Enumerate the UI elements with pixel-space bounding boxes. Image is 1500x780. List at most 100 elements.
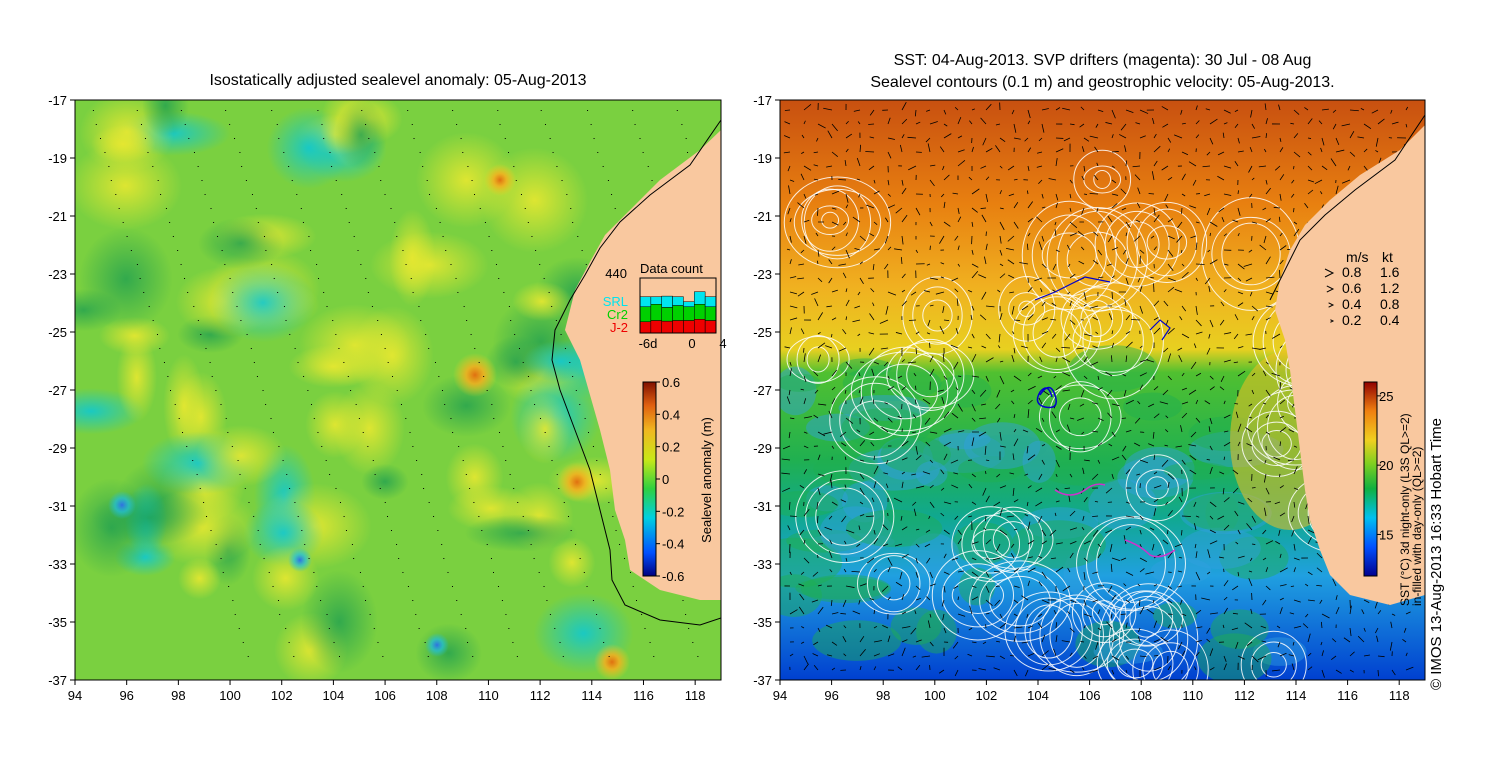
velocity-vector <box>1091 473 1099 480</box>
velocity-vector <box>1024 137 1029 142</box>
velocity-vector <box>885 483 889 489</box>
velocity-vector <box>1053 375 1057 379</box>
velocity-vector <box>1209 540 1218 545</box>
velocity-vector <box>1237 529 1241 535</box>
velocity-vector <box>859 144 862 153</box>
track-point <box>270 418 272 419</box>
velocity-vector <box>1055 622 1057 629</box>
velocity-vector <box>915 485 925 489</box>
track-point <box>615 530 617 531</box>
velocity-vector <box>925 529 931 533</box>
velocity-vector <box>817 342 826 349</box>
x-tick-label: 96 <box>119 688 133 703</box>
velocity-vector <box>831 151 839 158</box>
velocity-vector <box>856 157 861 167</box>
velocity-vector <box>873 361 880 365</box>
velocity-vector <box>1335 669 1342 674</box>
track-point <box>685 614 687 615</box>
sst-patch <box>1152 601 1198 629</box>
velocity-vector <box>1233 361 1239 364</box>
velocity-vector <box>1053 609 1057 615</box>
track-point <box>199 488 201 489</box>
track-point <box>697 656 699 657</box>
sst-patch <box>908 533 960 577</box>
track-point <box>160 194 162 195</box>
track-point <box>225 110 227 111</box>
velocity-vector <box>985 103 992 111</box>
track-point <box>351 544 353 545</box>
track-point <box>544 124 546 125</box>
velocity-vector <box>978 431 987 437</box>
velocity-vector <box>842 636 847 643</box>
velocity-vector <box>971 389 976 395</box>
velocity-vector <box>1137 583 1141 587</box>
anomaly-patch <box>79 227 173 331</box>
velocity-vector <box>1054 512 1057 517</box>
velocity-vector <box>1083 540 1091 545</box>
sealevel-contour <box>1071 582 1137 643</box>
velocity-vector <box>853 109 861 112</box>
velocity-vector <box>1349 151 1356 157</box>
velocity-vector <box>800 571 805 575</box>
sst-patch <box>1210 609 1269 649</box>
velocity-vector <box>901 594 905 601</box>
track-point <box>250 348 252 349</box>
velocity-vector <box>803 445 809 449</box>
velocity-vector <box>859 635 865 643</box>
velocity-vector <box>1349 109 1359 112</box>
track-point <box>220 558 222 559</box>
velocity-vector <box>929 355 934 363</box>
velocity-vector <box>1206 627 1211 634</box>
track-point <box>540 110 542 111</box>
track-point <box>548 446 550 447</box>
velocity-vector <box>1067 403 1071 410</box>
velocity-vector <box>943 627 947 634</box>
anomaly-patch <box>333 381 405 476</box>
velocity-vector <box>817 454 821 461</box>
velocity-vector <box>1167 327 1175 335</box>
x-tick-label: 114 <box>581 688 602 703</box>
sst-patch <box>890 607 942 645</box>
velocity-vector <box>1068 495 1071 503</box>
velocity-vector <box>912 414 917 419</box>
velocity-vector <box>1264 459 1267 464</box>
velocity-vector <box>951 277 959 282</box>
velocity-vector <box>788 501 791 510</box>
velocity-vector <box>866 557 875 564</box>
velocity-vector <box>1167 510 1173 517</box>
velocity-vector <box>1111 109 1116 119</box>
velocity-vector <box>983 527 987 531</box>
sealevel-contour <box>1146 225 1188 260</box>
track-point <box>641 614 643 615</box>
velocity-vector <box>845 299 850 307</box>
velocity-vector <box>895 581 903 587</box>
velocity-vector <box>1234 314 1239 321</box>
velocity-vector <box>1223 233 1227 237</box>
velocity-vector <box>1013 669 1018 677</box>
velocity-vector <box>942 305 945 313</box>
imos-credit: © IMOS 13-Aug-2013 16:33 Hobart Time <box>1428 417 1445 690</box>
speed-legend-kt: 1.6 <box>1380 264 1400 280</box>
velocity-vector <box>1027 217 1033 223</box>
anomaly-patch <box>334 100 388 170</box>
velocity-vector <box>971 417 976 422</box>
velocity-vector <box>1036 165 1043 168</box>
track-point <box>147 152 149 153</box>
velocity-vector <box>844 484 847 489</box>
track-point <box>734 306 735 307</box>
velocity-vector <box>953 361 959 370</box>
track-point <box>335 180 337 181</box>
velocity-vector <box>1069 473 1073 478</box>
sealevel-contour <box>870 363 939 420</box>
track-point <box>232 292 234 293</box>
track-point <box>239 152 241 153</box>
velocity-vector <box>1223 359 1232 363</box>
velocity-vector <box>922 398 931 405</box>
velocity-vector <box>1174 543 1183 548</box>
track-point <box>524 208 526 209</box>
velocity-vector <box>1302 623 1309 629</box>
velocity-vector <box>817 529 822 536</box>
velocity-vector <box>1027 580 1030 587</box>
velocity-vector <box>943 453 948 461</box>
y-tick-label: -23 <box>753 267 772 282</box>
